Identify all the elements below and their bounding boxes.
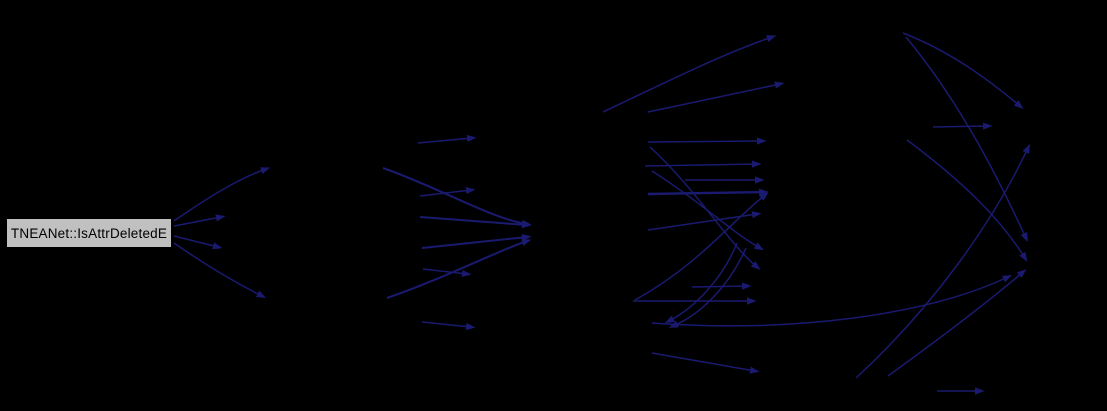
graph-edge <box>647 137 767 145</box>
graph-edge <box>664 242 738 324</box>
graph-edge <box>634 192 769 301</box>
graph-edge <box>651 275 1013 327</box>
graph-edge <box>386 239 532 299</box>
graph-edge <box>668 247 747 328</box>
graph-edge <box>649 146 761 270</box>
graph-edge <box>651 352 760 374</box>
graph-edge <box>906 139 1028 262</box>
graph-edge <box>173 242 267 299</box>
graph-edge <box>421 321 476 331</box>
graph-edge <box>382 167 532 227</box>
graph-edge <box>602 35 777 113</box>
graph-edge <box>173 235 223 250</box>
graph-edge <box>419 187 476 197</box>
graph-edge <box>419 216 532 229</box>
graph-edge <box>173 167 271 222</box>
graph-edge <box>855 143 1030 379</box>
graph-edge <box>932 122 993 130</box>
graph-edge <box>647 211 762 231</box>
graph-edge <box>905 36 1028 243</box>
graph-edge <box>173 214 226 227</box>
graph-edge <box>651 170 765 251</box>
graph-edge <box>647 81 785 113</box>
graph-node-root-label: TNEANet::IsAttrDeletedE <box>10 225 168 241</box>
graph-edge <box>644 160 762 168</box>
graph-edge <box>417 134 477 144</box>
graph-edge <box>647 188 769 196</box>
graph-edge <box>691 282 752 290</box>
graph-edge <box>421 233 532 249</box>
graph-edge <box>422 268 472 278</box>
edge-layer <box>173 32 1030 395</box>
graph-edge <box>902 32 1024 109</box>
graph-node-root: TNEANet::IsAttrDeletedE <box>6 218 172 248</box>
